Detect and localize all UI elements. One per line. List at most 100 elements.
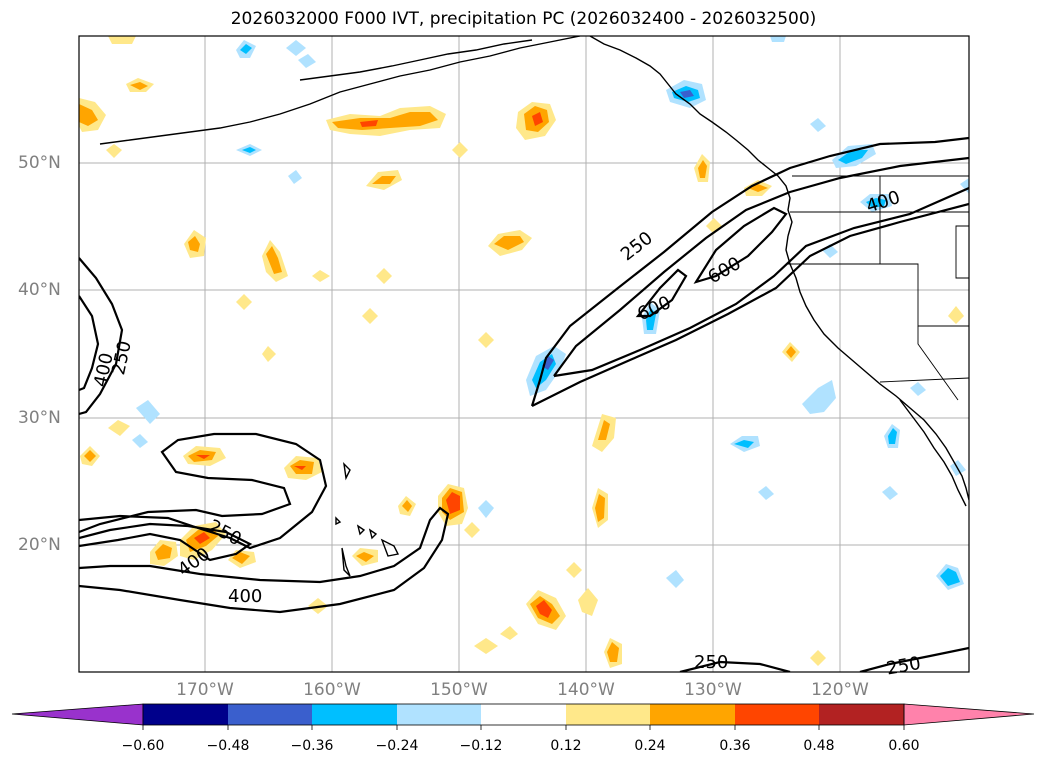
colorbar-tick-label: 0.60 (888, 738, 920, 754)
precip-patch (79, 104, 98, 126)
ivt-contour-250-plume-south (531, 202, 969, 407)
precip-patch (242, 147, 256, 153)
precip-patch (84, 450, 96, 462)
precip-patch (948, 306, 964, 324)
map-title: 2026032000 F000 IVT, precipitation PC (2… (230, 9, 817, 29)
border-or-ca (786, 263, 969, 327)
precip-patch (360, 120, 378, 127)
precip-patch (188, 236, 200, 252)
lon-label-170w: 170°W (176, 680, 234, 700)
colorbar-tick-label: −0.60 (121, 738, 165, 754)
precip-patch (536, 600, 552, 618)
colorbar-segment (312, 704, 397, 725)
hawaii-island (356, 524, 366, 536)
precip-patch (478, 500, 494, 518)
precip-patch (838, 150, 868, 164)
precip-patch (698, 160, 707, 178)
colorbar-segment (735, 704, 819, 725)
colorbar-tick-label: 0.12 (550, 738, 582, 754)
colorbar-segment (650, 704, 735, 725)
precip-patch (474, 638, 498, 654)
precip-patch (236, 294, 252, 310)
precip-patch (106, 144, 122, 158)
contour-label: 250 (108, 339, 136, 377)
colorbar-outline (142, 703, 905, 726)
precip-patch (758, 486, 774, 500)
ivt-contour-250-se (859, 646, 969, 672)
precip-patch (130, 82, 148, 90)
ivt-contour-250-sub (79, 432, 328, 550)
ivt-contour-400-sub (79, 522, 253, 562)
coastline-alaska (589, 36, 793, 237)
coastline-baja (899, 399, 967, 507)
colorbar-segment (143, 704, 228, 725)
precip-patch (810, 118, 826, 132)
precip-patch (196, 455, 210, 459)
precip-patch (802, 380, 836, 414)
precip-patch (288, 170, 302, 184)
state-borders (786, 175, 969, 401)
lon-label-160w: 160°W (303, 680, 361, 700)
precip-patch (240, 44, 252, 54)
precip-patch (376, 268, 392, 284)
precip-patch (402, 500, 412, 512)
lat-label-50n: 50°N (18, 153, 61, 173)
border-nv-ut (955, 225, 969, 279)
colorbar-tick-label: −0.12 (459, 738, 503, 754)
lon-label-150w: 150°W (430, 680, 488, 700)
precip-patch (464, 522, 480, 538)
colorbar-segment (481, 704, 566, 725)
coastline-alaska-peninsula (299, 39, 533, 81)
precip-patch (446, 492, 460, 514)
ivt-contour-250-plume (530, 136, 969, 407)
border-ca-nv (917, 326, 959, 401)
precip-patch (262, 346, 276, 362)
precip-patch (595, 494, 605, 522)
precip-patch (786, 346, 796, 358)
precip-patch (566, 562, 582, 578)
precip-patch (734, 440, 754, 448)
lon-label-140w: 140°W (557, 680, 615, 700)
precip-patch (312, 270, 330, 282)
precipitation-patches (79, 36, 969, 668)
colorbar-extend-high (903, 703, 1035, 726)
precip-patch (356, 552, 374, 562)
contour-label: 400 (228, 586, 262, 607)
map-frame (78, 35, 970, 673)
precip-patch (372, 176, 396, 184)
precip-patch (362, 308, 378, 324)
lat-label-30n: 30°N (18, 408, 61, 428)
precip-patch (266, 246, 282, 274)
border-mex (879, 377, 969, 383)
coastline-us-west (785, 235, 969, 501)
precip-patch (598, 420, 610, 440)
contour-label: 250 (885, 653, 922, 680)
ivt-contour-250-west (79, 257, 124, 416)
precip-patch (578, 588, 598, 616)
precip-patch (666, 570, 684, 588)
precip-patch (607, 642, 619, 662)
precip-patch (286, 40, 306, 56)
ivt-contour-400-plume (553, 156, 969, 377)
colorbar-segment (819, 704, 904, 725)
precip-patch (108, 36, 136, 44)
hawaii-island (335, 516, 342, 526)
colorbar-segment (397, 704, 481, 725)
ivt-contour-400-plume-south (553, 186, 969, 378)
hawaii-island (341, 547, 351, 577)
coastline-aleutians (99, 36, 581, 145)
lat-label-20n: 20°N (18, 535, 61, 555)
precip-patch (298, 54, 316, 68)
precip-patch (810, 650, 826, 666)
hawaii-island (368, 528, 378, 540)
lat-label-40n: 40°N (18, 280, 61, 300)
precip-patch (478, 332, 494, 348)
precip-patch (494, 236, 524, 250)
precip-patch (542, 356, 554, 370)
precip-patch (910, 382, 926, 396)
contour-label: 250 (617, 228, 657, 266)
precip-patch (136, 400, 160, 424)
precip-patch (452, 142, 468, 158)
precip-patch (866, 198, 886, 208)
colorbar-segment (566, 704, 650, 725)
